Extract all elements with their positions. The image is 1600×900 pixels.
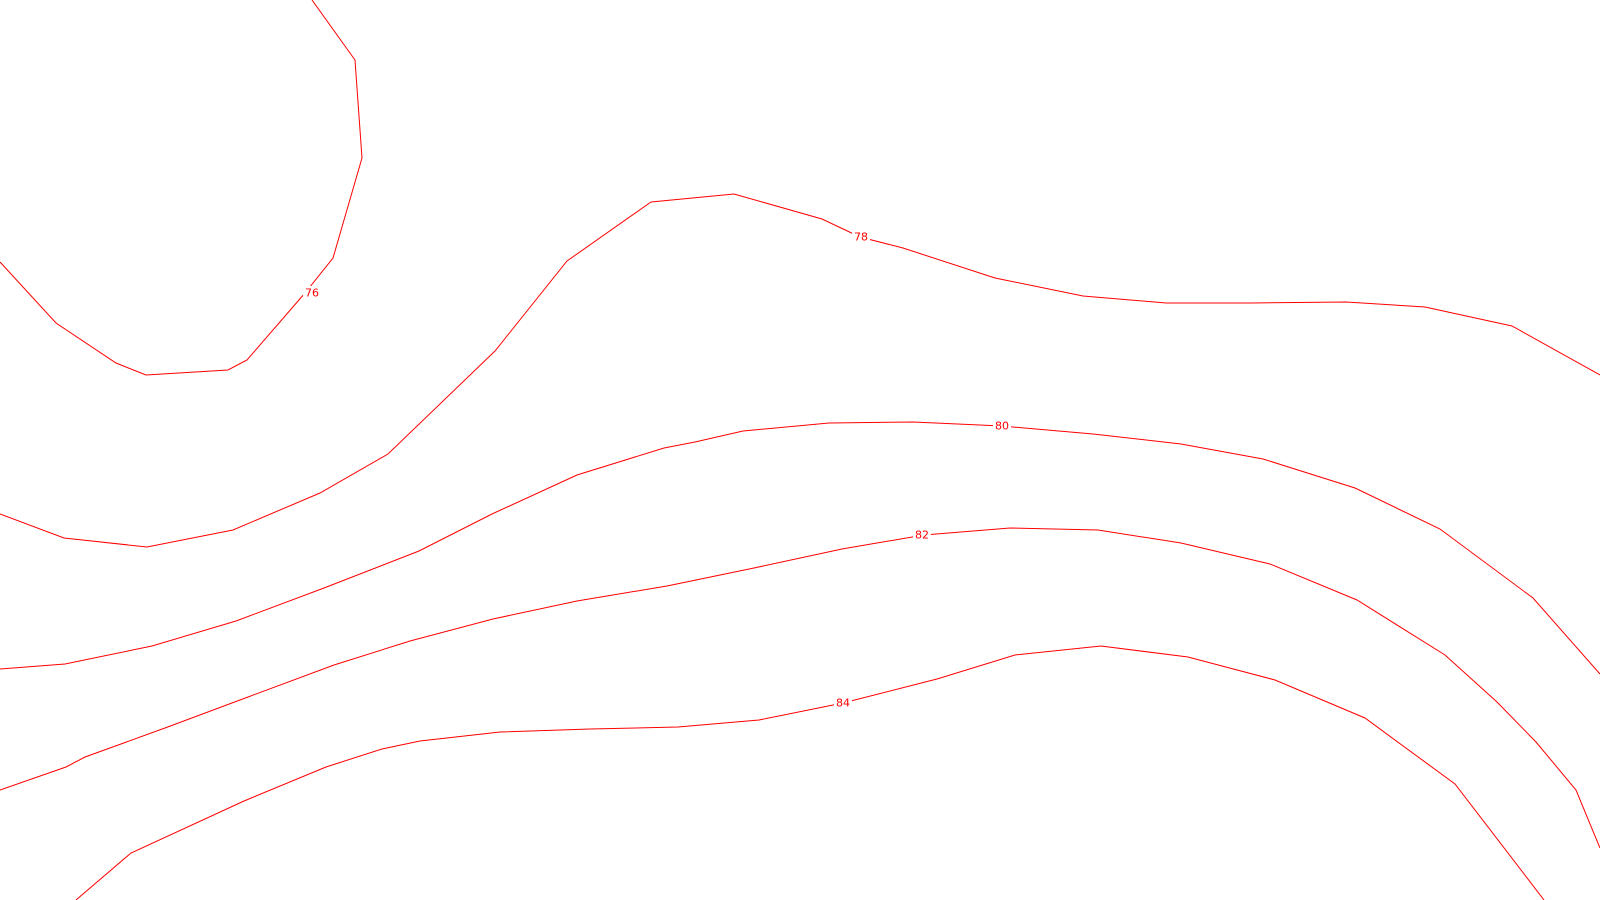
contour-line-84	[75, 645, 1545, 900]
contour-label-80: 80	[993, 419, 1011, 433]
svg-text:82: 82	[915, 529, 929, 542]
svg-text:78: 78	[854, 231, 868, 244]
contour-label-76: 76	[303, 286, 321, 300]
contour-label-82: 82	[913, 528, 931, 542]
svg-text:76: 76	[305, 287, 319, 300]
svg-text:80: 80	[995, 420, 1009, 433]
contour-line-82	[0, 527, 1600, 849]
contour-line-76	[0, 0, 363, 376]
svg-text:84: 84	[836, 697, 850, 710]
contour-line-78	[0, 193, 1600, 548]
contour-label-84: 84	[834, 696, 852, 710]
contour-label-78: 78	[852, 230, 870, 244]
contour-line-80	[0, 421, 1600, 675]
